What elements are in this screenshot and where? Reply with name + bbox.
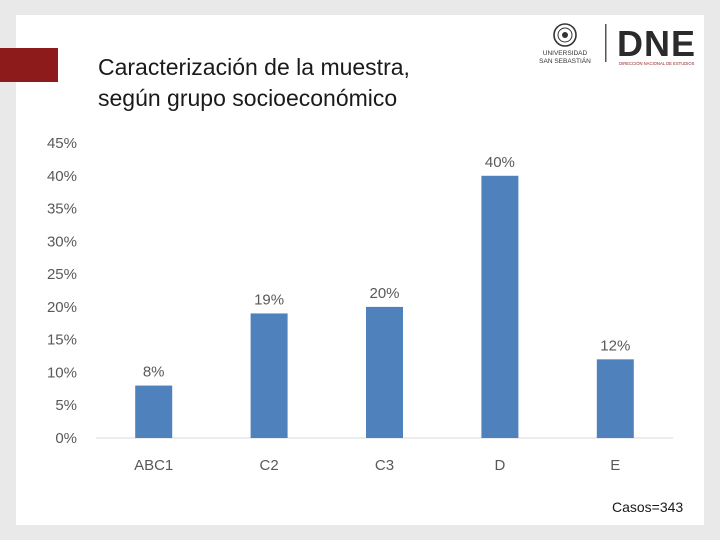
x-category-label: D	[494, 457, 505, 474]
chart-title: Caracterización de la muestra, según gru…	[98, 52, 410, 114]
logo-dne-subtitle: DIRECCIÓN NACIONAL DE ESTUDIOS	[619, 61, 695, 66]
y-tick-label: 30%	[47, 233, 77, 250]
y-tick-label: 15%	[47, 332, 77, 349]
bars	[135, 175, 634, 438]
data-label-abc1: 8%	[143, 364, 165, 381]
university-seal-icon	[553, 23, 577, 47]
data-label-c3: 20%	[369, 285, 399, 302]
cases-note: Casos=343	[612, 499, 684, 515]
bar-c2	[250, 313, 288, 438]
slide-canvas	[16, 15, 704, 525]
logo-divider	[605, 24, 607, 62]
bar-d	[481, 175, 519, 438]
bar-abc1	[135, 385, 173, 438]
data-label-d: 40%	[485, 154, 515, 171]
logo-university-line-1: UNIVERSIDAD	[543, 50, 588, 57]
x-category-label: E	[610, 457, 620, 474]
logo-university-line-2: SAN SEBASTIÁN	[539, 56, 591, 65]
x-category-label: C2	[260, 457, 279, 474]
title-accent-bar	[0, 48, 58, 82]
bar-c3	[366, 306, 403, 438]
y-tick-label: 5%	[55, 397, 77, 414]
chart-title-line-2: según grupo socioeconómico	[98, 85, 398, 111]
data-labels: 8% 19% 20% 40% 12%	[143, 154, 630, 381]
logos: UNIVERSIDAD SAN SEBASTIÁN DNE DIRECCIÓN …	[539, 23, 696, 66]
x-axis: ABC1 C2 C3 D E	[134, 457, 620, 474]
y-tick-label: 40%	[47, 168, 77, 185]
y-axis: 0% 5% 10% 15% 20% 25% 30% 35% 40% 45%	[47, 135, 77, 447]
data-label-c2: 19%	[254, 291, 284, 308]
logo-dne: DNE	[617, 23, 696, 64]
y-tick-label: 35%	[47, 201, 77, 218]
bar-e	[596, 359, 634, 438]
y-tick-label: 45%	[47, 135, 77, 152]
y-tick-label: 0%	[55, 430, 77, 447]
y-tick-label: 20%	[47, 299, 77, 316]
x-category-label: C3	[375, 457, 394, 474]
y-tick-label: 25%	[47, 266, 77, 283]
y-tick-label: 10%	[47, 364, 77, 381]
chart-title-line-1: Caracterización de la muestra,	[98, 54, 410, 80]
data-label-e: 12%	[600, 337, 630, 354]
x-category-label: ABC1	[134, 457, 173, 474]
